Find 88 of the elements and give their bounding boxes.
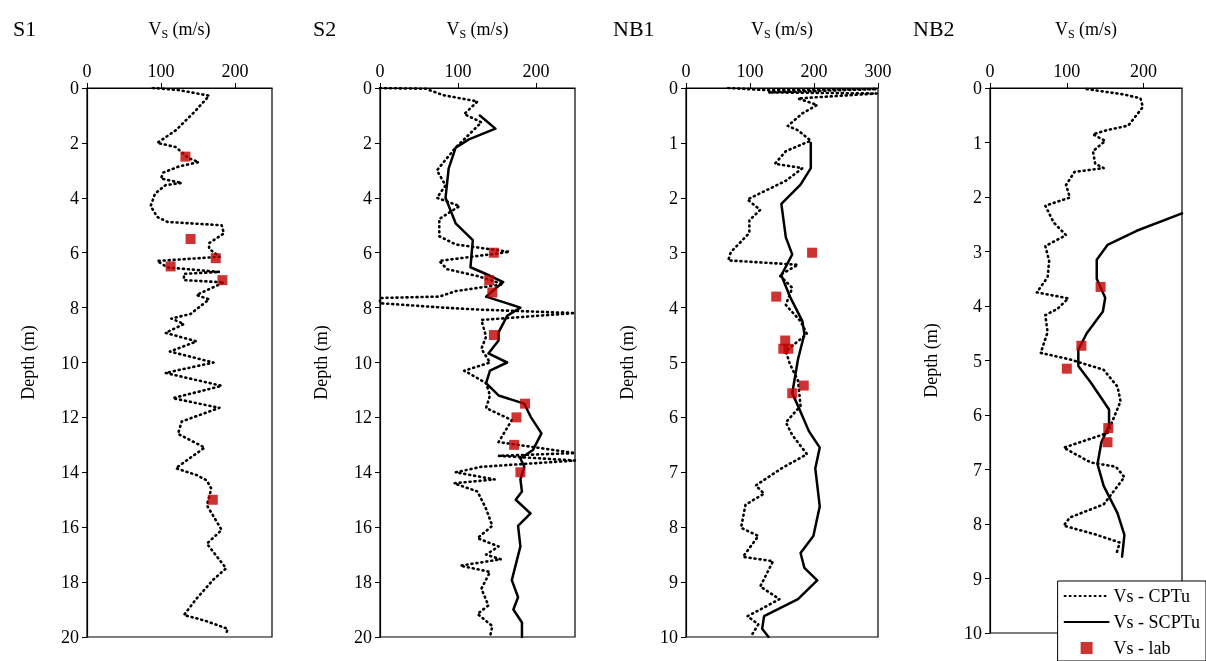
legend-label: Vs - CPTu <box>1113 586 1190 606</box>
y-tick-label: 20 <box>61 627 79 647</box>
y-tick-label: 12 <box>61 407 79 428</box>
legend-label: Vs - SCPTu <box>1113 612 1200 632</box>
point <box>1076 340 1087 351</box>
x-tick-label: 300 <box>864 61 892 81</box>
y-tick-label: 6 <box>363 242 372 263</box>
point <box>210 253 221 264</box>
y-tick-label: 0 <box>973 78 982 98</box>
chart-title: S2 <box>313 15 337 41</box>
y-tick-label: 6 <box>70 242 79 263</box>
y-tick-label: 6 <box>973 405 982 425</box>
y-tick-label: 8 <box>70 297 79 318</box>
y-tick-label: 16 <box>354 517 372 538</box>
x-tick-label: 100 <box>147 61 175 81</box>
y-tick-label: 1 <box>669 132 678 153</box>
y-tick-label: 10 <box>660 627 678 647</box>
y-tick-label: 4 <box>70 187 79 208</box>
y-axis-title: Depth (m) <box>311 325 332 400</box>
y-tick-label: 16 <box>61 517 79 538</box>
point <box>165 261 176 272</box>
y-tick-label: 18 <box>354 572 372 593</box>
point <box>520 398 531 409</box>
chart-title: NB1 <box>613 15 655 41</box>
y-tick-label: 4 <box>363 187 372 208</box>
y-tick-label: 8 <box>973 514 982 534</box>
point <box>1095 281 1106 292</box>
y-tick-label: 20 <box>354 627 372 647</box>
y-tick-label: 4 <box>669 297 678 318</box>
point <box>488 247 499 258</box>
y-tick-label: 10 <box>964 623 982 643</box>
y-tick-label: 5 <box>669 352 678 373</box>
point <box>798 380 809 391</box>
y-axis-title: Depth (m) <box>18 325 39 400</box>
point <box>509 439 520 450</box>
y-tick-label: 0 <box>669 78 678 98</box>
y-tick-label: 4 <box>973 296 982 316</box>
point <box>185 233 196 244</box>
y-tick-label: 12 <box>354 407 372 428</box>
y-tick-label: 9 <box>669 572 678 593</box>
y-tick-label: 3 <box>669 242 678 263</box>
y-tick-label: 2 <box>70 132 79 153</box>
x-tick-label: 200 <box>221 61 249 81</box>
y-tick-label: 8 <box>363 297 372 318</box>
y-tick-label: 6 <box>669 407 678 428</box>
chart-title: NB2 <box>913 15 955 41</box>
y-tick-label: 18 <box>61 572 79 593</box>
point <box>807 247 818 258</box>
point <box>1103 423 1114 434</box>
x-tick-label: 100 <box>444 61 472 81</box>
point <box>484 275 495 286</box>
y-tick-label: 2 <box>363 132 372 153</box>
legend-label: Vs - lab <box>1113 638 1171 658</box>
y-axis-title: Depth (m) <box>617 325 638 400</box>
point <box>207 494 218 505</box>
y-tick-label: 14 <box>61 462 79 483</box>
y-tick-label: 7 <box>973 459 982 480</box>
point <box>1102 437 1113 448</box>
y-tick-label: 3 <box>973 241 982 262</box>
point <box>515 467 526 478</box>
point <box>783 343 794 354</box>
x-tick-label: 100 <box>1053 61 1081 81</box>
y-tick-label: 5 <box>973 350 982 371</box>
y-tick-label: 1 <box>973 132 982 153</box>
y-tick-label: 2 <box>669 187 678 208</box>
y-tick-label: 14 <box>354 462 372 483</box>
y-tick-label: 0 <box>70 78 79 98</box>
point <box>1061 363 1072 374</box>
x-tick-label: 200 <box>800 61 828 81</box>
point <box>487 287 498 298</box>
y-tick-label: 10 <box>354 352 372 373</box>
point <box>217 275 228 286</box>
y-tick-label: 9 <box>973 568 982 589</box>
y-tick-label: 8 <box>669 517 678 538</box>
y-tick-label: 2 <box>973 187 982 207</box>
y-tick-label: 7 <box>669 462 678 483</box>
x-tick-label: 100 <box>736 61 764 81</box>
point <box>511 412 522 423</box>
x-tick-label: 200 <box>522 61 550 81</box>
x-tick-label: 200 <box>1130 61 1158 81</box>
y-axis-title: Depth (m) <box>921 323 942 398</box>
chart-title: S1 <box>13 15 37 41</box>
y-tick-label: 10 <box>61 352 79 373</box>
point <box>787 388 798 399</box>
point <box>488 330 499 341</box>
point <box>771 291 782 302</box>
point <box>180 151 191 162</box>
y-tick-label: 0 <box>363 78 372 98</box>
